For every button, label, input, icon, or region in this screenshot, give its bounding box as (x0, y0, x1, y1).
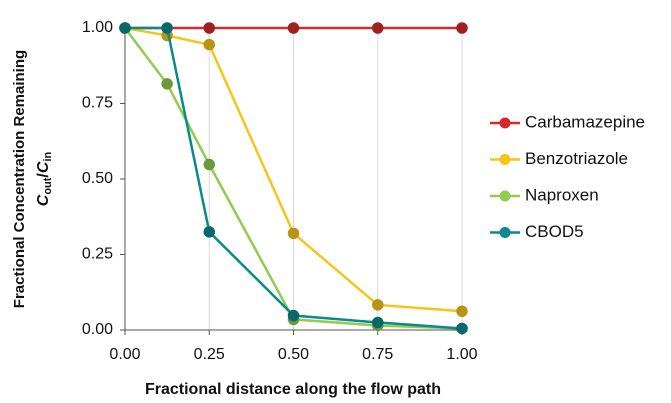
x-tick-label: 1.00 (446, 346, 477, 363)
series-marker (203, 226, 215, 238)
series-marker (203, 158, 215, 171)
legend-label: CBOD5 (525, 222, 584, 241)
series-marker (372, 22, 384, 34)
series-line (125, 26, 463, 330)
series-marker (287, 309, 300, 322)
y-tick-label: 0.75 (82, 95, 113, 112)
legend-marker (499, 190, 511, 202)
x-tick-label: 0.50 (278, 346, 309, 363)
series-marker (161, 22, 173, 34)
legend-label: Carbamazepine (525, 112, 645, 131)
series-marker (456, 22, 468, 34)
legend-label: Benzotriazole (525, 149, 628, 168)
series-marker (203, 22, 215, 34)
series-line (124, 26, 463, 313)
y-tick-label: 0.25 (82, 246, 113, 263)
series-marker (456, 322, 468, 335)
formula-part: in (42, 151, 54, 161)
y-tick-label: 0.00 (82, 321, 113, 338)
x-tick-label: 0.75 (362, 346, 393, 363)
series-marker (456, 305, 468, 318)
formula-part: C (35, 194, 52, 206)
formula-part: out (42, 177, 54, 194)
formula-part: C (35, 161, 52, 173)
x-tick-label: 0.00 (109, 346, 140, 363)
y-axis-label: Fractional Concentration Remaining (11, 50, 28, 308)
formula-part: / (35, 173, 52, 178)
x-tick-label: 0.25 (194, 346, 225, 363)
legend-marker (499, 117, 511, 129)
legend-label: Naproxen (525, 185, 599, 204)
series-marker (161, 78, 173, 90)
legend-marker (499, 227, 511, 238)
y-tick-label: 1.00 (82, 19, 113, 36)
x-axis-label: Fractional distance along the flow path (145, 381, 441, 398)
y-tick-label: 0.50 (82, 170, 113, 187)
y-axis-formula: Cout/Cin (35, 151, 54, 206)
series-marker (287, 227, 300, 240)
legend-marker (499, 154, 511, 165)
series-marker (203, 38, 215, 51)
series-line (124, 27, 463, 330)
series-marker (119, 22, 131, 34)
series-marker (372, 299, 384, 311)
series-marker (287, 22, 300, 34)
series-marker (372, 316, 384, 329)
